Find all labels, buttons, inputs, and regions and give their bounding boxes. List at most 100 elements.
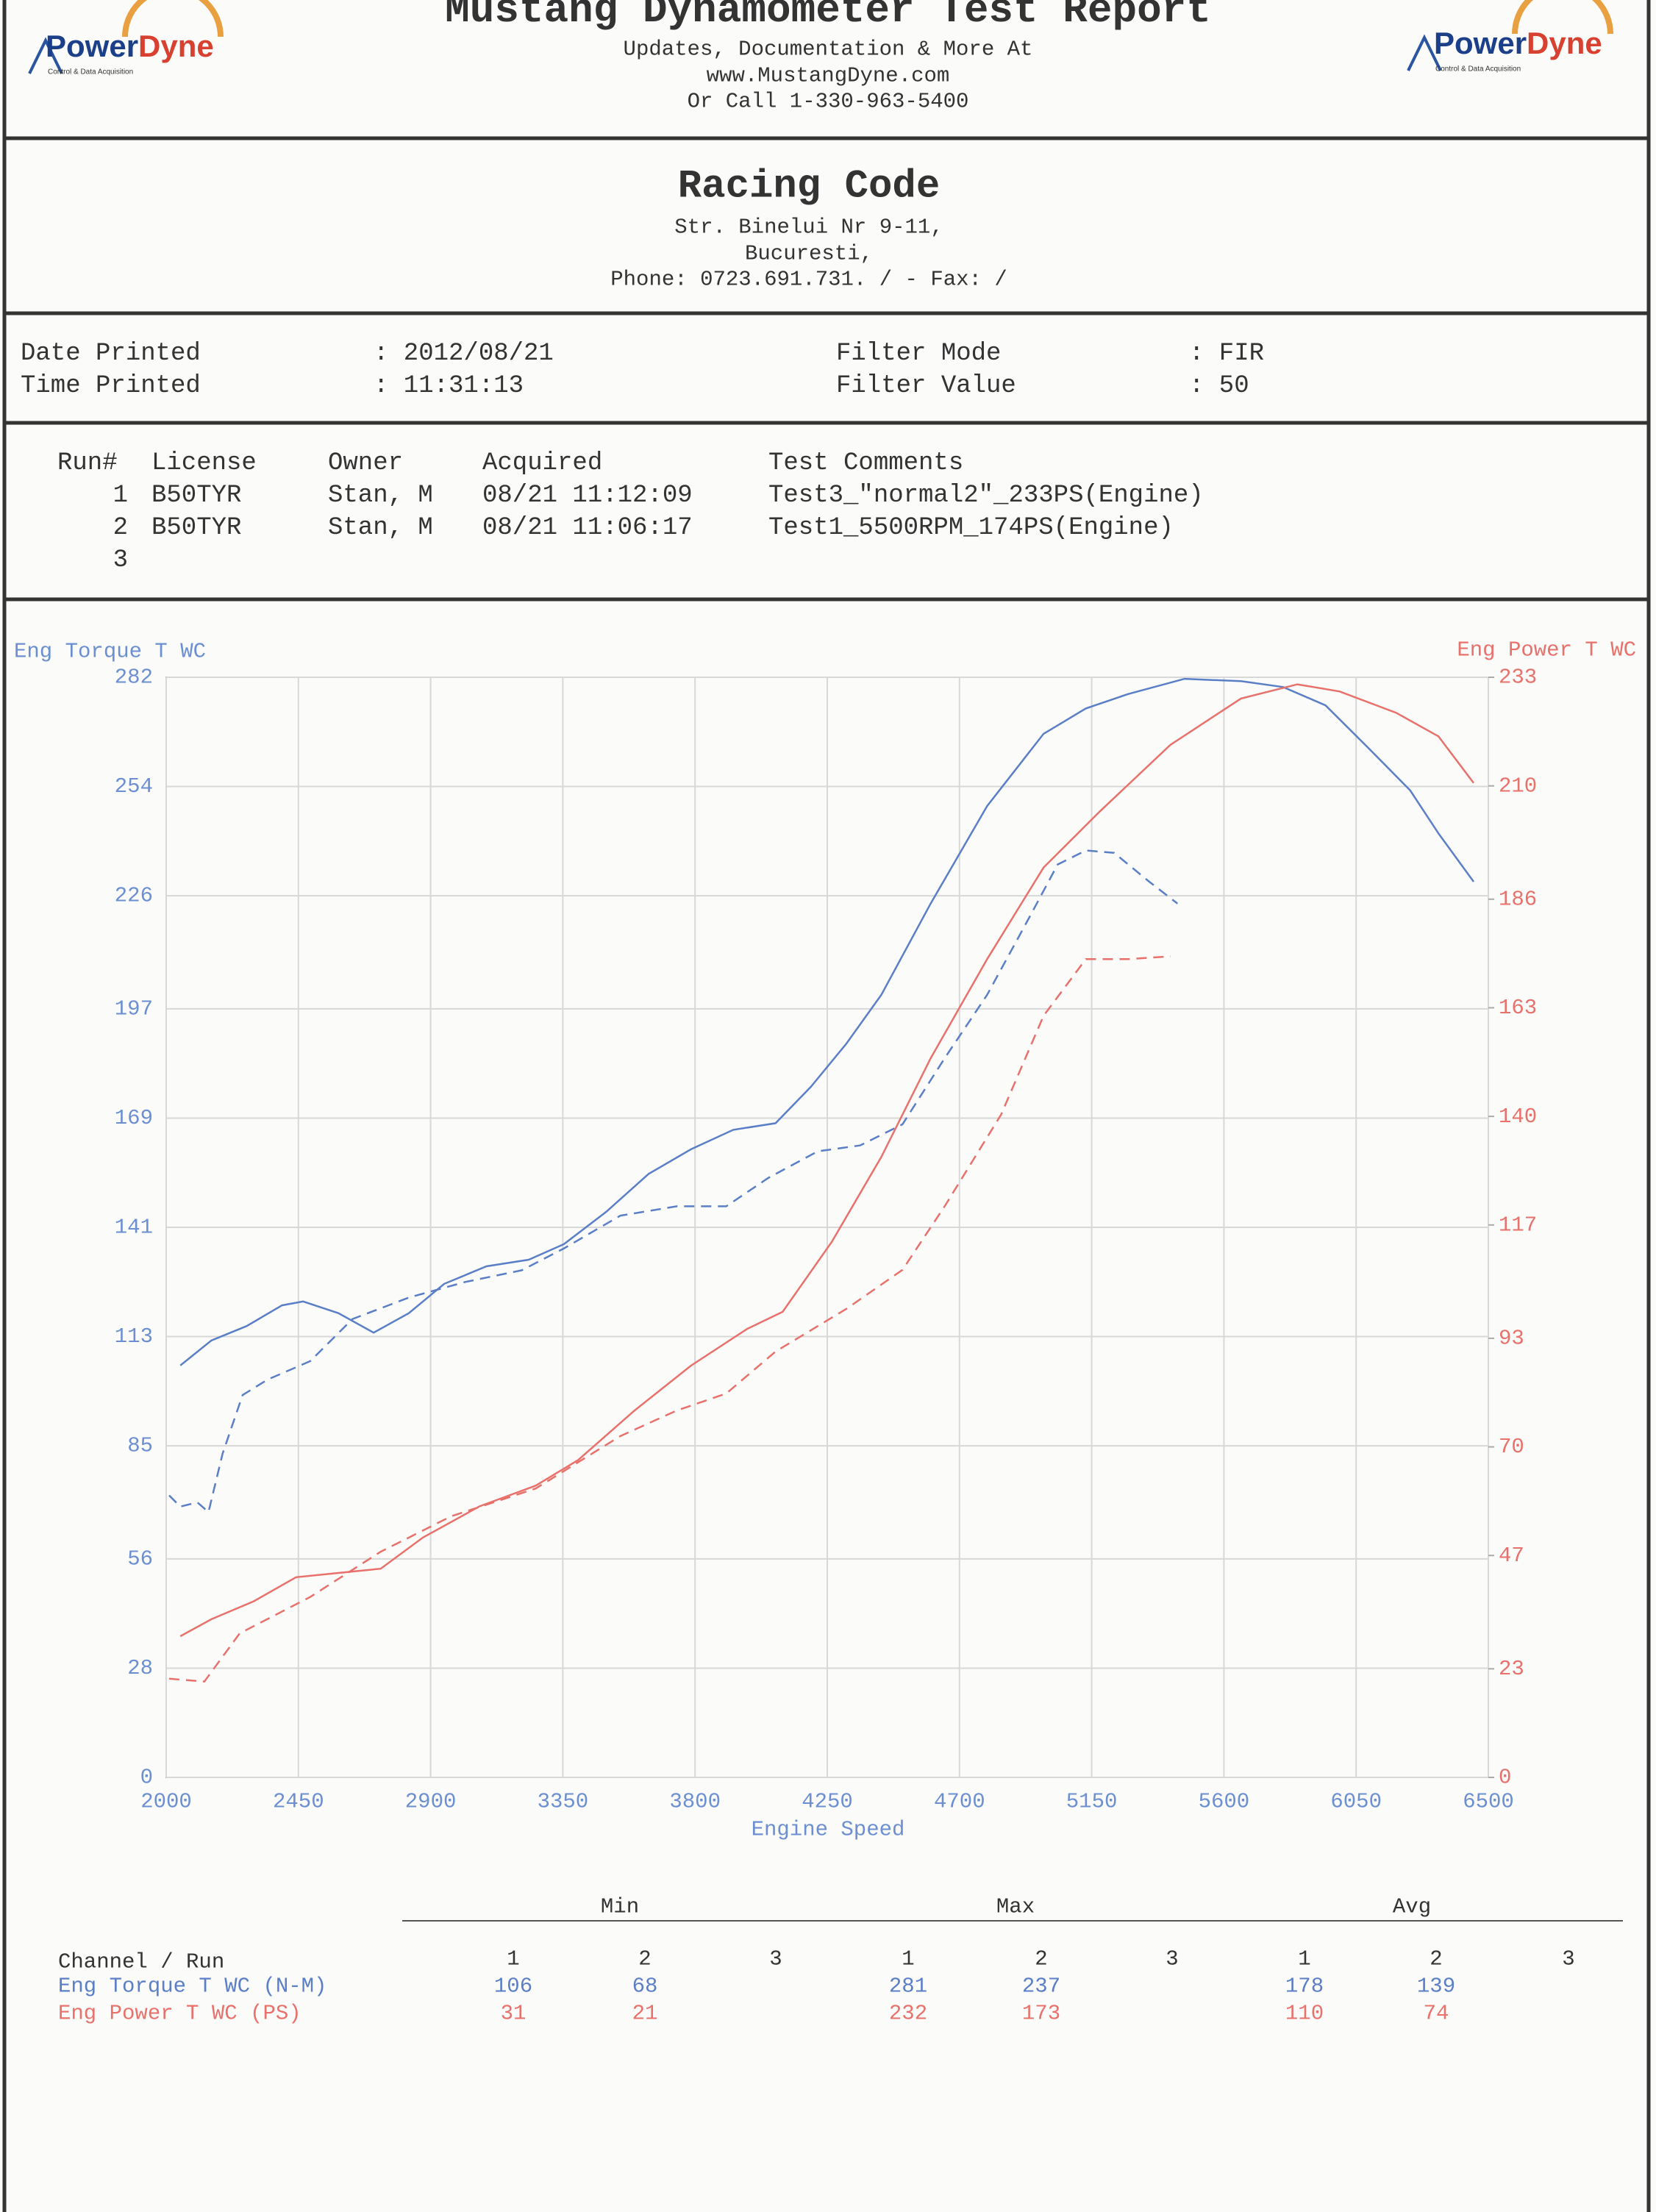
stat-value: 178: [1285, 1974, 1324, 1999]
y-tick-label: 28: [127, 1656, 153, 1680]
info-label: Filter Mode: [836, 340, 1001, 368]
logo-tagline: Control & Data Acquisition: [1435, 65, 1521, 74]
run-cell: 08/21 11:06:17: [482, 514, 693, 542]
y-tick-label: 197: [115, 997, 153, 1021]
logo-tagline: Control & Data Acquisition: [48, 68, 133, 76]
run-cell: B50TYR: [151, 482, 241, 510]
y-tick-label: 56: [127, 1547, 153, 1571]
info-label: Time Printed: [21, 372, 201, 400]
info-value: : 2012/08/21: [374, 340, 554, 368]
stat-value: 31: [501, 2002, 527, 2026]
x-tick-label: 3800: [669, 1790, 721, 1814]
info-value: : FIR: [1189, 340, 1264, 368]
logo-text: PowerDyne: [1434, 26, 1602, 60]
run-label: 2: [1035, 1947, 1047, 1972]
x-tick-label: 6050: [1330, 1790, 1382, 1814]
run-label: 1: [902, 1947, 914, 1972]
shop-line: Str. Binelui Nr 9-11,: [674, 215, 943, 240]
y-tick-label: 254: [115, 774, 153, 799]
y-tick-label: 169: [115, 1106, 153, 1130]
y2-axis-title: Eng Power T WC: [1457, 638, 1636, 663]
y2-tick-label: 47: [1499, 1544, 1524, 1568]
stat-value: 68: [632, 1974, 658, 1999]
y-tick-label: 0: [140, 1766, 153, 1790]
run-label: 3: [1166, 1947, 1178, 1972]
run-cell: B50TYR: [151, 514, 241, 542]
stat-value: 237: [1022, 1974, 1060, 1999]
y2-tick-label: 163: [1499, 996, 1537, 1020]
chart: 2000 2450 2900 3350 3800 4250 4700 5150 5600 6050…: [14, 638, 1636, 1842]
shop-line: Bucuresti,: [745, 242, 873, 266]
run-cell: 2: [113, 514, 128, 542]
stat-value: 106: [494, 1974, 532, 1999]
run-label: 3: [769, 1947, 782, 1972]
y2-tick-label: 210: [1499, 774, 1537, 798]
column-header: Test Comments: [768, 449, 963, 477]
y-axis-title: Eng Torque T WC: [14, 640, 206, 664]
y2-tick-label: 23: [1499, 1657, 1524, 1681]
shop-line: Phone: 0723.691.731. / - Fax: /: [610, 268, 1007, 292]
shop-name: Racing Code: [678, 164, 940, 209]
series-line: [179, 683, 1474, 1638]
series-line: [168, 955, 1171, 1683]
run-cell: 3: [113, 546, 128, 574]
x-tick-label: 2450: [273, 1790, 324, 1814]
run-label: 2: [638, 1947, 651, 1972]
y2-tick-label: 117: [1499, 1213, 1537, 1237]
run-cell: 1: [113, 482, 128, 510]
stat-value: 110: [1285, 2002, 1324, 2026]
channel-name: Eng Torque T WC (N-M): [58, 1974, 326, 1999]
group-header: Avg: [1393, 1895, 1431, 1919]
stat-value: 232: [889, 2002, 927, 2026]
stat-value: 74: [1424, 2002, 1449, 2026]
logo-text: PowerDyne: [46, 29, 214, 63]
run-cell: Test1_5500RPM_174PS(Engine): [768, 514, 1174, 542]
x-tick-label: 2000: [140, 1790, 192, 1814]
info-value: : 11:31:13: [374, 372, 524, 400]
run-label: 3: [1562, 1947, 1574, 1972]
logo: PowerDyne Control & Data Acquisition: [1407, 0, 1613, 74]
x-tick-label: 5600: [1199, 1790, 1250, 1814]
y2-tick-label: 186: [1499, 887, 1537, 911]
y-tick-label: 85: [127, 1434, 153, 1458]
stat-value: 139: [1417, 1974, 1455, 1999]
stat-value: 173: [1022, 2002, 1060, 2026]
x-tick-label: 5150: [1066, 1790, 1118, 1814]
x-tick-label: 2900: [405, 1790, 457, 1814]
info: Date Printed : 2012/08/21 Filter Mode : FIR…: [21, 340, 1264, 400]
column-header: Owner: [328, 449, 403, 477]
x-tick-label: 4250: [802, 1790, 853, 1814]
run-cell: Stan, M: [328, 514, 433, 542]
y-tick-label: 113: [115, 1324, 153, 1349]
stats-header: Channel / Run: [58, 1950, 224, 1974]
run-label: 1: [1298, 1947, 1310, 1972]
series-line: [179, 677, 1475, 1366]
column-header: Run#: [57, 449, 118, 477]
column-header: Acquired: [482, 449, 602, 477]
y2-tick-label: 0: [1499, 1766, 1511, 1790]
run-label: 2: [1430, 1947, 1442, 1972]
x-tick-label: 4700: [934, 1790, 985, 1814]
info-value: : 50: [1189, 372, 1249, 400]
series-line: [168, 849, 1179, 1514]
x-axis-title: Engine Speed: [752, 1818, 905, 1842]
run-cell: 08/21 11:12:09: [482, 482, 693, 510]
info-label: Filter Value: [836, 372, 1016, 400]
group-header: Max: [996, 1895, 1035, 1919]
header-line: Or Call 1-330-963-5400: [688, 90, 969, 114]
y2-tick-label: 93: [1499, 1327, 1524, 1351]
run-cell: Test3_"normal2"_233PS(Engine): [768, 482, 1204, 510]
title: Mustang Dynamometer Test Report: [445, 0, 1211, 34]
header-line: Updates, Documentation & More At: [624, 38, 1033, 62]
y2-tick-label: 233: [1499, 666, 1537, 690]
info-label: Date Printed: [21, 340, 201, 368]
y2-tick-label: 140: [1499, 1105, 1537, 1129]
runs-table: Run# License Owner Acquired Test Comments 1 B5…: [57, 449, 1204, 574]
logo: PowerDyne Control & Data Acquisition: [28, 0, 224, 76]
y2-tick-label: 70: [1499, 1435, 1524, 1459]
y-tick-label: 282: [115, 666, 153, 690]
y-tick-label: 141: [115, 1216, 153, 1240]
channel-name: Eng Power T WC (PS): [58, 2002, 301, 2026]
